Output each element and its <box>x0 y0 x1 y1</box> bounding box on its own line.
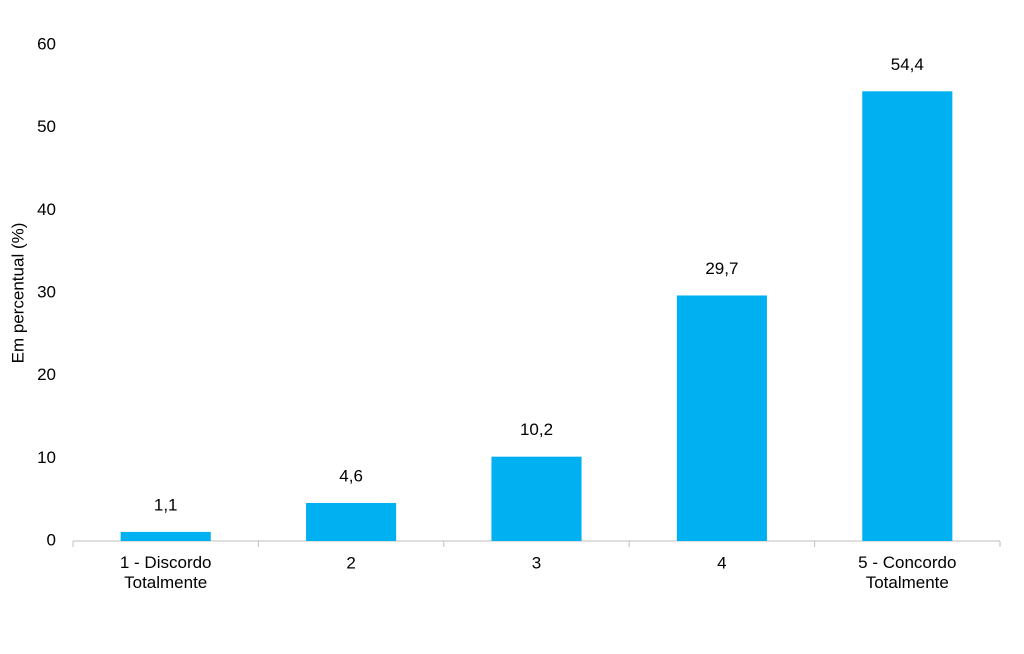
x-tick-label: 2 <box>346 553 355 572</box>
x-tick-label: 5 - Concordo Totalmente <box>858 553 956 592</box>
bar <box>862 91 953 541</box>
bar <box>120 531 211 541</box>
y-axis-label: Em percentual (%) <box>8 223 27 364</box>
x-tick-label: 3 <box>532 553 541 572</box>
x-tick-label: 1 - Discordo Totalmente <box>120 553 212 592</box>
y-tick-label: 30 <box>37 282 56 301</box>
y-tick-label: 40 <box>37 200 56 219</box>
value-label: 54,4 <box>891 55 924 74</box>
y-tick-label: 20 <box>37 365 56 384</box>
x-tick-label: 4 <box>717 553 726 572</box>
y-tick-label: 0 <box>47 530 56 549</box>
bar <box>676 295 767 541</box>
y-tick-label: 60 <box>37 34 56 53</box>
value-label: 1,1 <box>154 495 178 514</box>
value-label: 10,2 <box>520 420 553 439</box>
value-label: 4,6 <box>339 466 363 485</box>
value-label: 29,7 <box>705 259 738 278</box>
bar <box>306 502 397 541</box>
bar <box>491 456 582 541</box>
y-tick-label: 10 <box>37 448 56 467</box>
y-tick-label: 50 <box>37 117 56 136</box>
